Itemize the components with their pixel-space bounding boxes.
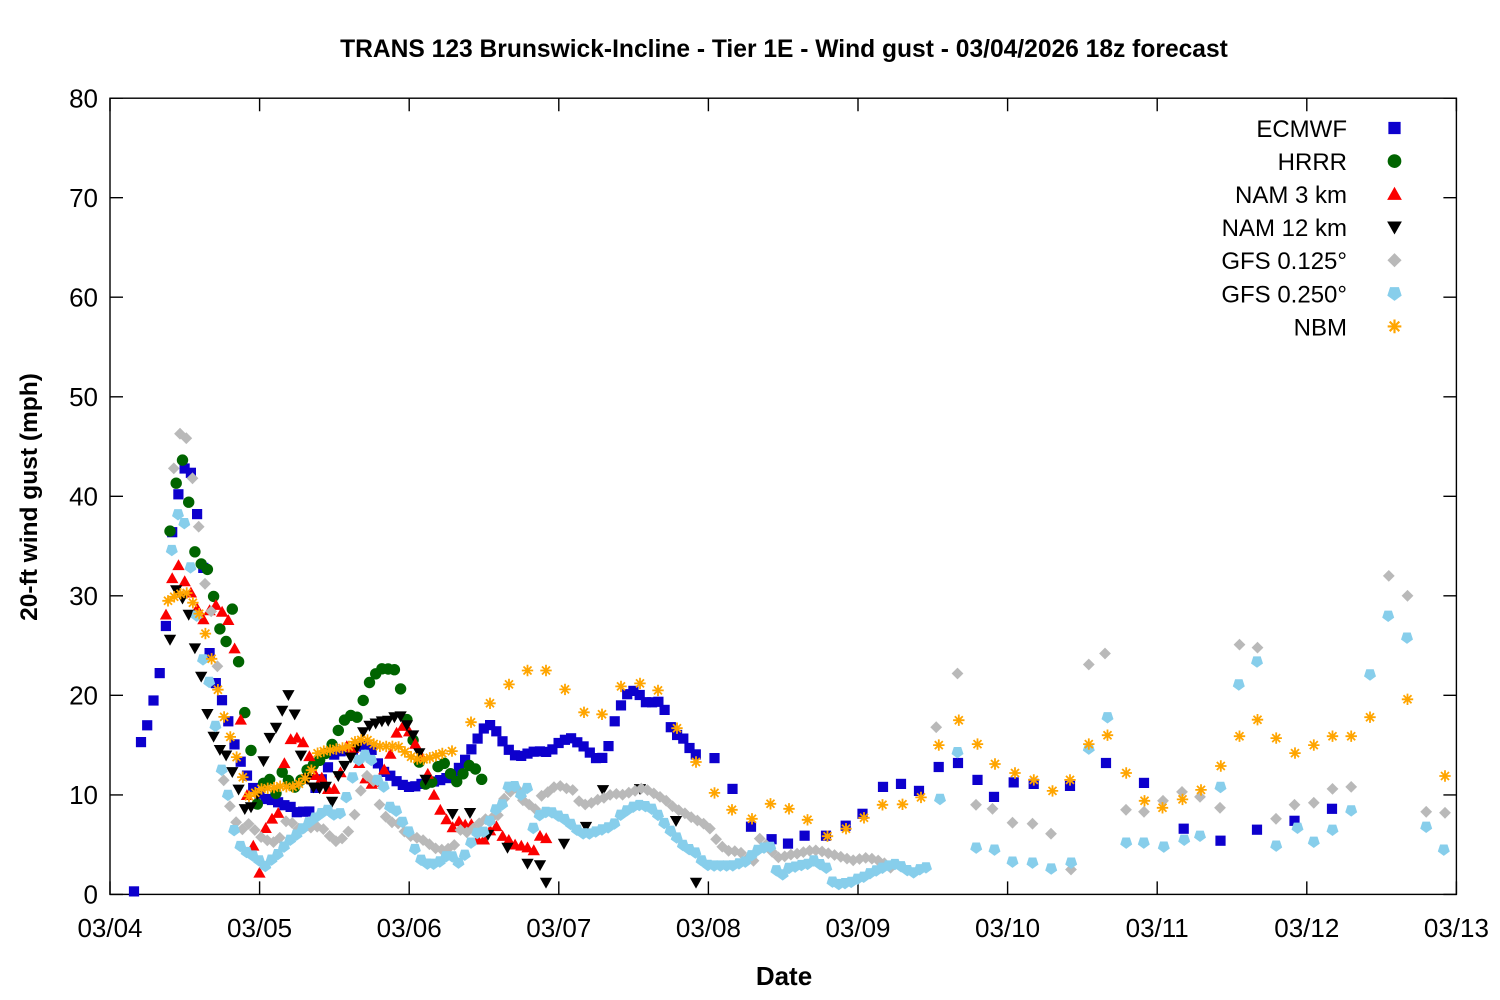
svg-text:HRRR: HRRR <box>1278 149 1347 176</box>
svg-text:NAM 3 km: NAM 3 km <box>1235 182 1347 209</box>
svg-text:03/08: 03/08 <box>676 913 741 943</box>
svg-text:03/04: 03/04 <box>77 913 142 943</box>
svg-text:60: 60 <box>69 282 98 312</box>
svg-text:GFS 0.125°: GFS 0.125° <box>1221 248 1347 275</box>
svg-text:03/10: 03/10 <box>975 913 1040 943</box>
svg-text:03/11: 03/11 <box>1126 913 1189 943</box>
svg-text:20: 20 <box>69 681 98 711</box>
svg-text:30: 30 <box>69 581 98 611</box>
svg-text:03/12: 03/12 <box>1274 913 1339 943</box>
svg-text:ECMWF: ECMWF <box>1256 116 1347 143</box>
svg-text:80: 80 <box>69 83 98 113</box>
svg-text:50: 50 <box>69 382 98 412</box>
svg-text:03/09: 03/09 <box>825 913 890 943</box>
svg-text:70: 70 <box>69 183 98 213</box>
svg-text:03/06: 03/06 <box>377 913 442 943</box>
svg-text:03/13: 03/13 <box>1424 913 1489 943</box>
svg-text:10: 10 <box>69 780 98 810</box>
svg-text:Date: Date <box>756 961 812 991</box>
svg-text:TRANS 123 Brunswick-Incline -: TRANS 123 Brunswick-Incline - Tier 1E - … <box>340 36 1228 63</box>
svg-text:0: 0 <box>84 880 98 910</box>
svg-text:GFS 0.250°: GFS 0.250° <box>1221 281 1347 308</box>
svg-text:NAM 12 km: NAM 12 km <box>1222 215 1347 242</box>
svg-text:20-ft wind gust (mph): 20-ft wind gust (mph) <box>16 373 43 621</box>
svg-text:NBM: NBM <box>1294 314 1347 341</box>
svg-text:03/05: 03/05 <box>227 913 292 943</box>
svg-text:03/07: 03/07 <box>526 913 591 943</box>
svg-text:40: 40 <box>69 482 98 512</box>
